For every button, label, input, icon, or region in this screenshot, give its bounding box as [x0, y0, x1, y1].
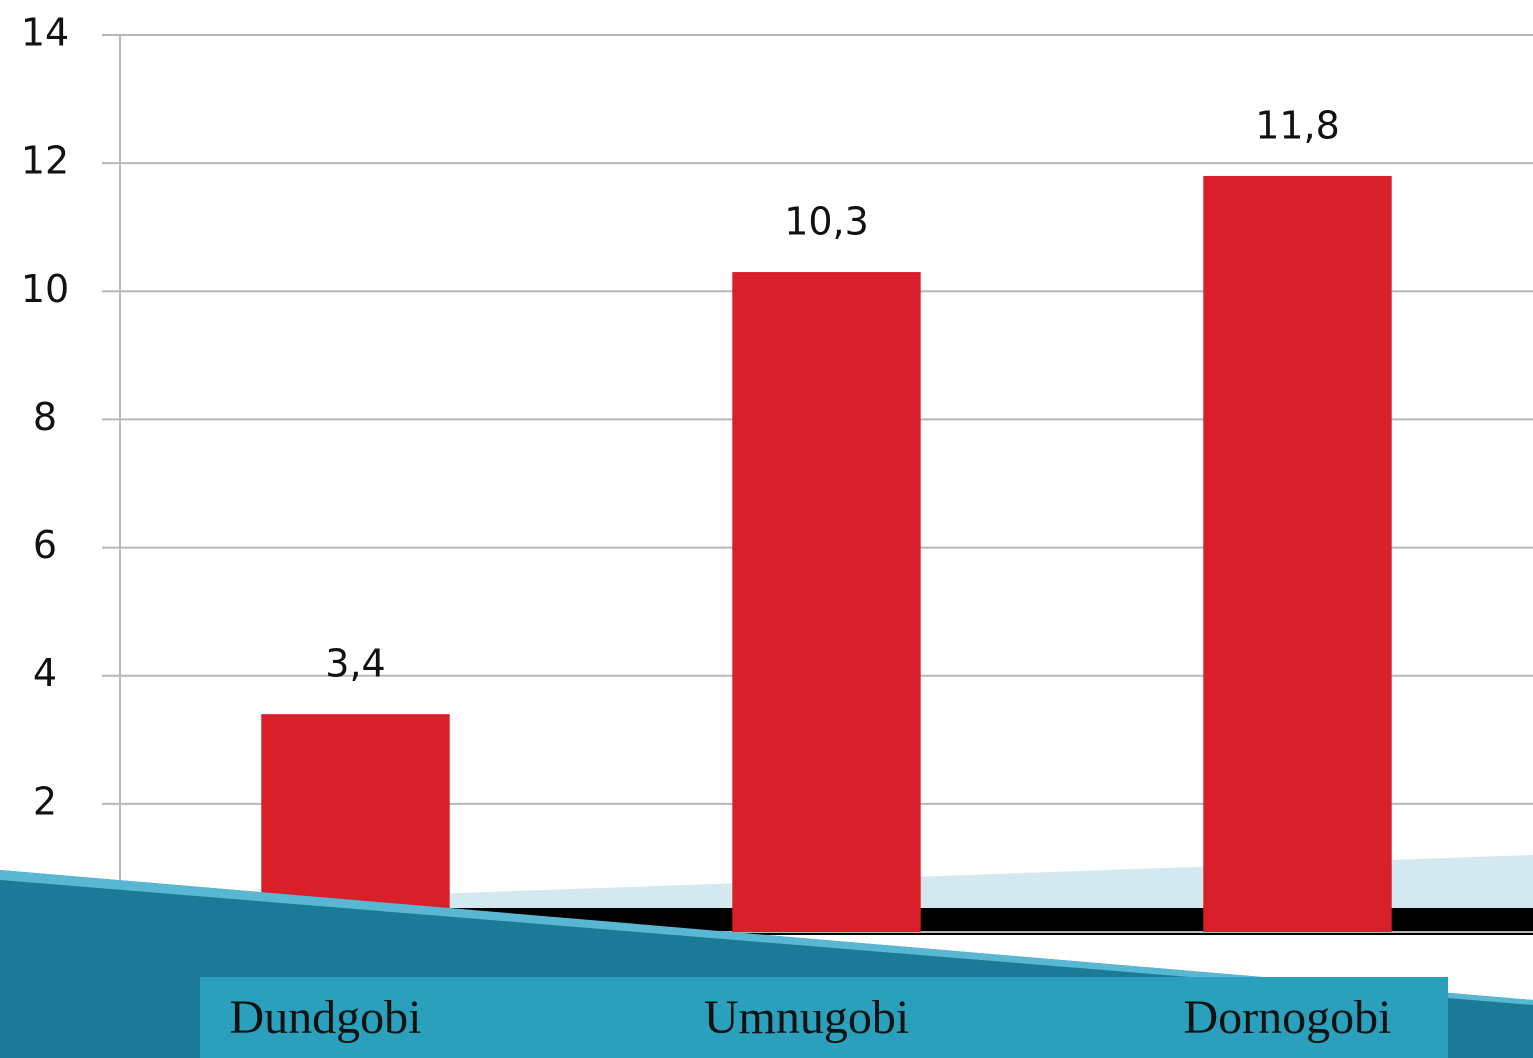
data-label: 10,3 [784, 200, 869, 244]
y-tick-label: 4 [33, 651, 57, 695]
data-label: 11,8 [1255, 103, 1340, 147]
y-tick-label: 6 [33, 523, 57, 567]
bar [732, 272, 921, 932]
x-tick-label: Dornogobi [1184, 991, 1392, 1044]
data-label: 3,4 [325, 642, 385, 686]
x-tick-label: Umnugobi [704, 991, 909, 1044]
y-tick-label: 12 [21, 139, 69, 183]
y-tick-label: 8 [33, 395, 57, 439]
y-tick-label: 10 [21, 267, 69, 311]
y-tick-label: 14 [21, 11, 69, 55]
slide-decoration-edge [0, 870, 1533, 1005]
y-tick-label: 2 [33, 779, 57, 823]
category-box [200, 977, 1448, 1058]
x-tick-label: Dundgobi [230, 991, 422, 1044]
bar [1203, 175, 1392, 932]
